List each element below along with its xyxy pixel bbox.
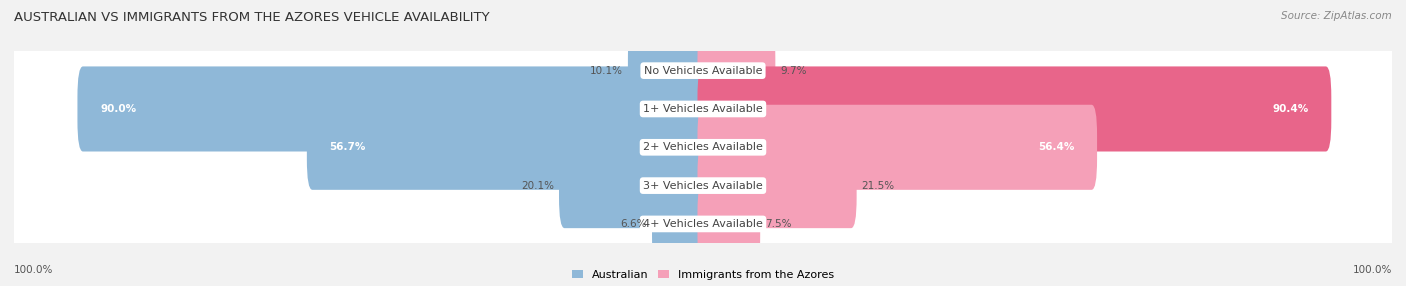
FancyBboxPatch shape xyxy=(697,105,1097,190)
Text: 21.5%: 21.5% xyxy=(862,181,894,190)
FancyBboxPatch shape xyxy=(697,66,1331,152)
Text: AUSTRALIAN VS IMMIGRANTS FROM THE AZORES VEHICLE AVAILABILITY: AUSTRALIAN VS IMMIGRANTS FROM THE AZORES… xyxy=(14,11,489,24)
Text: 4+ Vehicles Available: 4+ Vehicles Available xyxy=(643,219,763,229)
Text: 2+ Vehicles Available: 2+ Vehicles Available xyxy=(643,142,763,152)
Text: No Vehicles Available: No Vehicles Available xyxy=(644,66,762,76)
Text: 9.7%: 9.7% xyxy=(780,66,807,76)
Text: 7.5%: 7.5% xyxy=(765,219,792,229)
FancyBboxPatch shape xyxy=(4,0,1402,144)
Text: 6.6%: 6.6% xyxy=(620,219,647,229)
Text: 20.1%: 20.1% xyxy=(522,181,554,190)
Text: Source: ZipAtlas.com: Source: ZipAtlas.com xyxy=(1281,11,1392,21)
Text: 1+ Vehicles Available: 1+ Vehicles Available xyxy=(643,104,763,114)
Text: 100.0%: 100.0% xyxy=(1353,265,1392,275)
FancyBboxPatch shape xyxy=(4,112,1402,259)
Text: 90.4%: 90.4% xyxy=(1272,104,1309,114)
Text: 10.1%: 10.1% xyxy=(591,66,623,76)
FancyBboxPatch shape xyxy=(628,28,709,113)
Text: 90.0%: 90.0% xyxy=(100,104,136,114)
FancyBboxPatch shape xyxy=(652,181,709,267)
FancyBboxPatch shape xyxy=(4,74,1402,221)
Text: 3+ Vehicles Available: 3+ Vehicles Available xyxy=(643,181,763,190)
FancyBboxPatch shape xyxy=(4,150,1402,286)
FancyBboxPatch shape xyxy=(697,28,775,113)
FancyBboxPatch shape xyxy=(4,35,1402,183)
Text: 56.7%: 56.7% xyxy=(329,142,366,152)
Legend: Australian, Immigrants from the Azores: Australian, Immigrants from the Azores xyxy=(572,270,834,280)
FancyBboxPatch shape xyxy=(560,143,709,228)
FancyBboxPatch shape xyxy=(77,66,709,152)
FancyBboxPatch shape xyxy=(307,105,709,190)
Text: 100.0%: 100.0% xyxy=(14,265,53,275)
Text: 56.4%: 56.4% xyxy=(1038,142,1074,152)
FancyBboxPatch shape xyxy=(697,181,761,267)
FancyBboxPatch shape xyxy=(697,143,856,228)
